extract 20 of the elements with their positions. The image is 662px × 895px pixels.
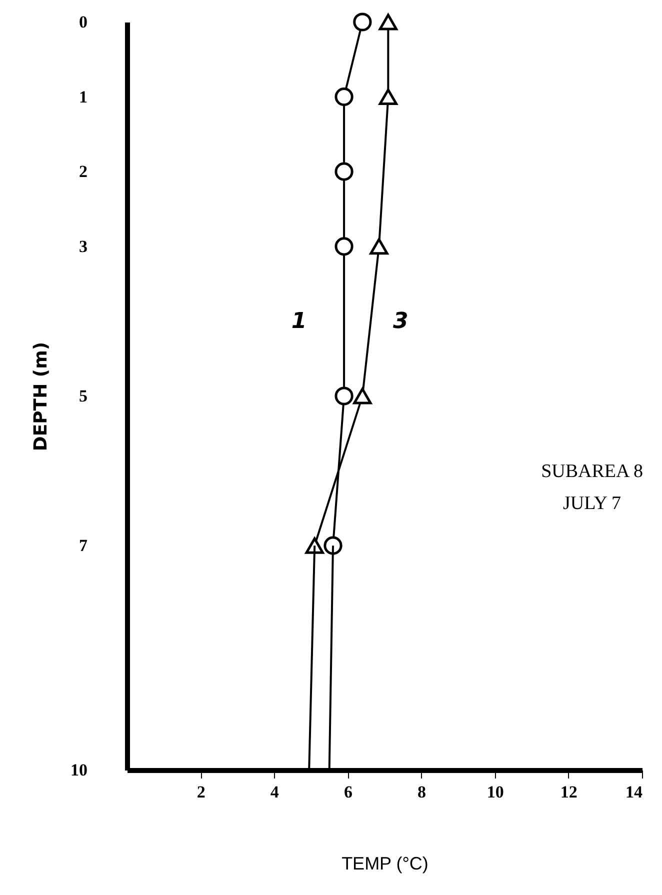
y-tick-label: 2 — [79, 162, 88, 182]
x-tick-label: 2 — [196, 782, 206, 802]
x-tick-label: 8 — [418, 782, 426, 802]
x-tick-label: 10 — [486, 782, 504, 802]
x-tick-label: 6 — [344, 782, 352, 802]
y-tick-label: 7 — [79, 536, 88, 556]
annotation: SUBAREA 8 — [541, 460, 643, 482]
y-axis-title: DEPTH (m) — [30, 342, 52, 452]
y-tick-label: 10 — [70, 760, 88, 780]
x-tick-label: 12 — [560, 782, 578, 802]
series-label: 1 — [291, 309, 307, 334]
x-tick-label: 14 — [626, 782, 643, 802]
y-tick-label: 3 — [79, 236, 88, 256]
x-axis-title: TEMP (°C) — [342, 854, 428, 874]
y-tick-label: 1 — [79, 87, 88, 106]
annotation: JULY 7 — [562, 492, 622, 514]
x-tick-label: 4 — [270, 782, 280, 802]
y-tick-label: 0 — [79, 12, 88, 32]
y-tick-label: 5 — [79, 386, 88, 406]
series-label: 3 — [393, 309, 408, 334]
